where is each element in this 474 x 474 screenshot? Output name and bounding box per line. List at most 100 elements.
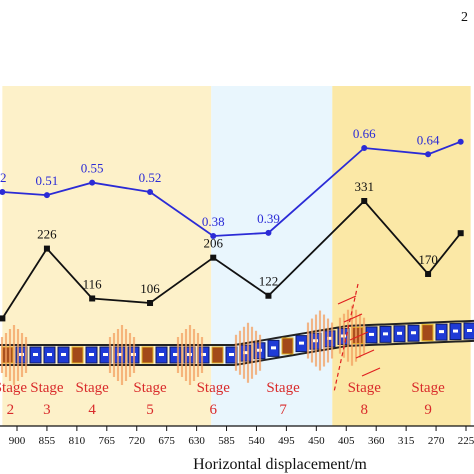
segment-window <box>33 353 38 356</box>
blue-series-point <box>89 179 96 186</box>
blue-series-data-label: 0.66 <box>353 126 376 141</box>
blue-series-point <box>361 145 368 151</box>
stage-zones <box>2 86 471 426</box>
x-tick-label: 630 <box>188 435 205 447</box>
gripper-segment <box>421 324 434 342</box>
blue-series-point <box>457 138 464 145</box>
blue-series-point <box>0 189 6 195</box>
segment-window <box>103 353 108 356</box>
black-series-point <box>89 295 96 302</box>
x-tick-label: 315 <box>398 435 415 447</box>
gripper-segment <box>1 346 14 364</box>
segment-window <box>61 353 66 356</box>
fault-arrow <box>361 367 381 377</box>
blue-series-point <box>147 189 154 195</box>
stage-label-word: Stage <box>197 380 231 396</box>
black-series-data-label: 226 <box>37 227 57 242</box>
stage-label-word: Stage <box>76 380 110 396</box>
gripper-segment <box>281 337 294 355</box>
black-series-data-label: 331 <box>354 179 374 194</box>
blue-series-data-label: 2 <box>0 170 7 185</box>
series-lines: 2 0.51 0.55 0.52 0.38 0.39 0.66 0.64 226 116 106 20… <box>0 126 464 322</box>
x-tick-label: 855 <box>39 435 56 447</box>
segment-window <box>117 353 122 356</box>
x-tick-label: 585 <box>218 435 235 447</box>
stage-label-number: 7 <box>279 402 287 418</box>
blue-series-data-label: 0.55 <box>81 161 104 176</box>
stage-label-number: 3 <box>43 402 51 418</box>
black-series-data-label: 170 <box>418 252 438 267</box>
x-tick-label: 900 <box>9 435 26 447</box>
stage-label-word: Stage <box>348 380 382 396</box>
stage-zone-3 <box>332 86 471 426</box>
black-series-data-label: 122 <box>259 274 279 289</box>
segment-window <box>327 336 332 340</box>
blue-series-point <box>210 233 217 239</box>
stage-zone-2 <box>211 86 333 426</box>
x-tick-label: 765 <box>99 435 116 447</box>
gripper-segment <box>71 346 84 364</box>
blue-series-data-label: 0.51 <box>36 173 59 188</box>
segment-window <box>229 353 234 356</box>
stage-label-number: 5 <box>146 402 154 418</box>
segment-window <box>369 332 374 336</box>
stage-zone-1 <box>2 86 212 426</box>
segment-window <box>173 353 178 356</box>
segment-window <box>439 330 444 334</box>
stage-label-number: 2 <box>7 402 15 418</box>
x-tick-label: 810 <box>69 435 86 447</box>
segment-window <box>397 331 402 335</box>
segment-window <box>411 331 416 335</box>
black-series-data-label: 206 <box>203 236 223 251</box>
stage-label-word: Stage <box>30 380 64 396</box>
blue-series-data-label: 0.64 <box>417 132 440 147</box>
segment-window <box>383 332 388 336</box>
stage-labels: Stage 2 Stage 3 Stage 4 Stage 5 Stage 6 Stage 7 Stag… <box>0 380 445 418</box>
x-tick-label: 540 <box>248 435 265 447</box>
black-series-point <box>0 315 6 322</box>
blue-series-data-label: 0.39 <box>257 211 280 226</box>
black-series-point <box>147 300 154 306</box>
blue-series-data-label: 0.38 <box>202 214 225 229</box>
black-series-point <box>425 270 432 277</box>
segment-window <box>159 353 164 356</box>
segment-window <box>467 329 472 332</box>
segment-window <box>89 353 94 356</box>
black-series-point <box>210 254 217 261</box>
stage-label-number: 8 <box>360 402 368 418</box>
x-tick-label: 270 <box>428 435 445 447</box>
black-series-point <box>43 245 50 252</box>
stage-label-number: 6 <box>209 402 217 418</box>
stage-label-number: 9 <box>424 402 432 418</box>
segment-window <box>243 351 248 355</box>
black-series-data-label: 116 <box>83 276 103 291</box>
x-tick-label: 450 <box>308 435 325 447</box>
x-tick-label: 495 <box>278 435 295 447</box>
segment-window <box>453 329 458 333</box>
black-series-point <box>457 230 464 237</box>
fault-arrow <box>343 313 363 323</box>
x-tick-label: 720 <box>128 435 145 447</box>
blue-series-point <box>425 151 432 158</box>
gripper-segment <box>141 346 154 364</box>
fault-arrow <box>349 331 369 341</box>
stage-label-number: 4 <box>88 402 96 418</box>
segment-window <box>47 353 52 356</box>
x-axis-title: Horizontal displacement/m <box>193 456 367 473</box>
stage-label-word: Stage <box>0 380 27 396</box>
segment-window <box>271 346 276 350</box>
tunnel-machine-strip <box>0 283 474 393</box>
segment-window <box>299 341 304 345</box>
stage-label-word: Stage <box>266 380 300 396</box>
blue-series-point <box>43 192 50 199</box>
blue-series-data-label: 0.52 <box>139 170 162 185</box>
stage-label-word: Stage <box>133 380 167 396</box>
fault-arrow <box>355 349 375 359</box>
stage-label-word: Stage <box>411 380 445 396</box>
x-tick-label: 225 <box>458 435 474 447</box>
black-series-point <box>265 292 272 299</box>
fault-arrow <box>337 295 357 305</box>
blue-series-point <box>265 229 272 236</box>
x-tick-label: 405 <box>338 435 355 447</box>
fault-line <box>333 283 359 393</box>
